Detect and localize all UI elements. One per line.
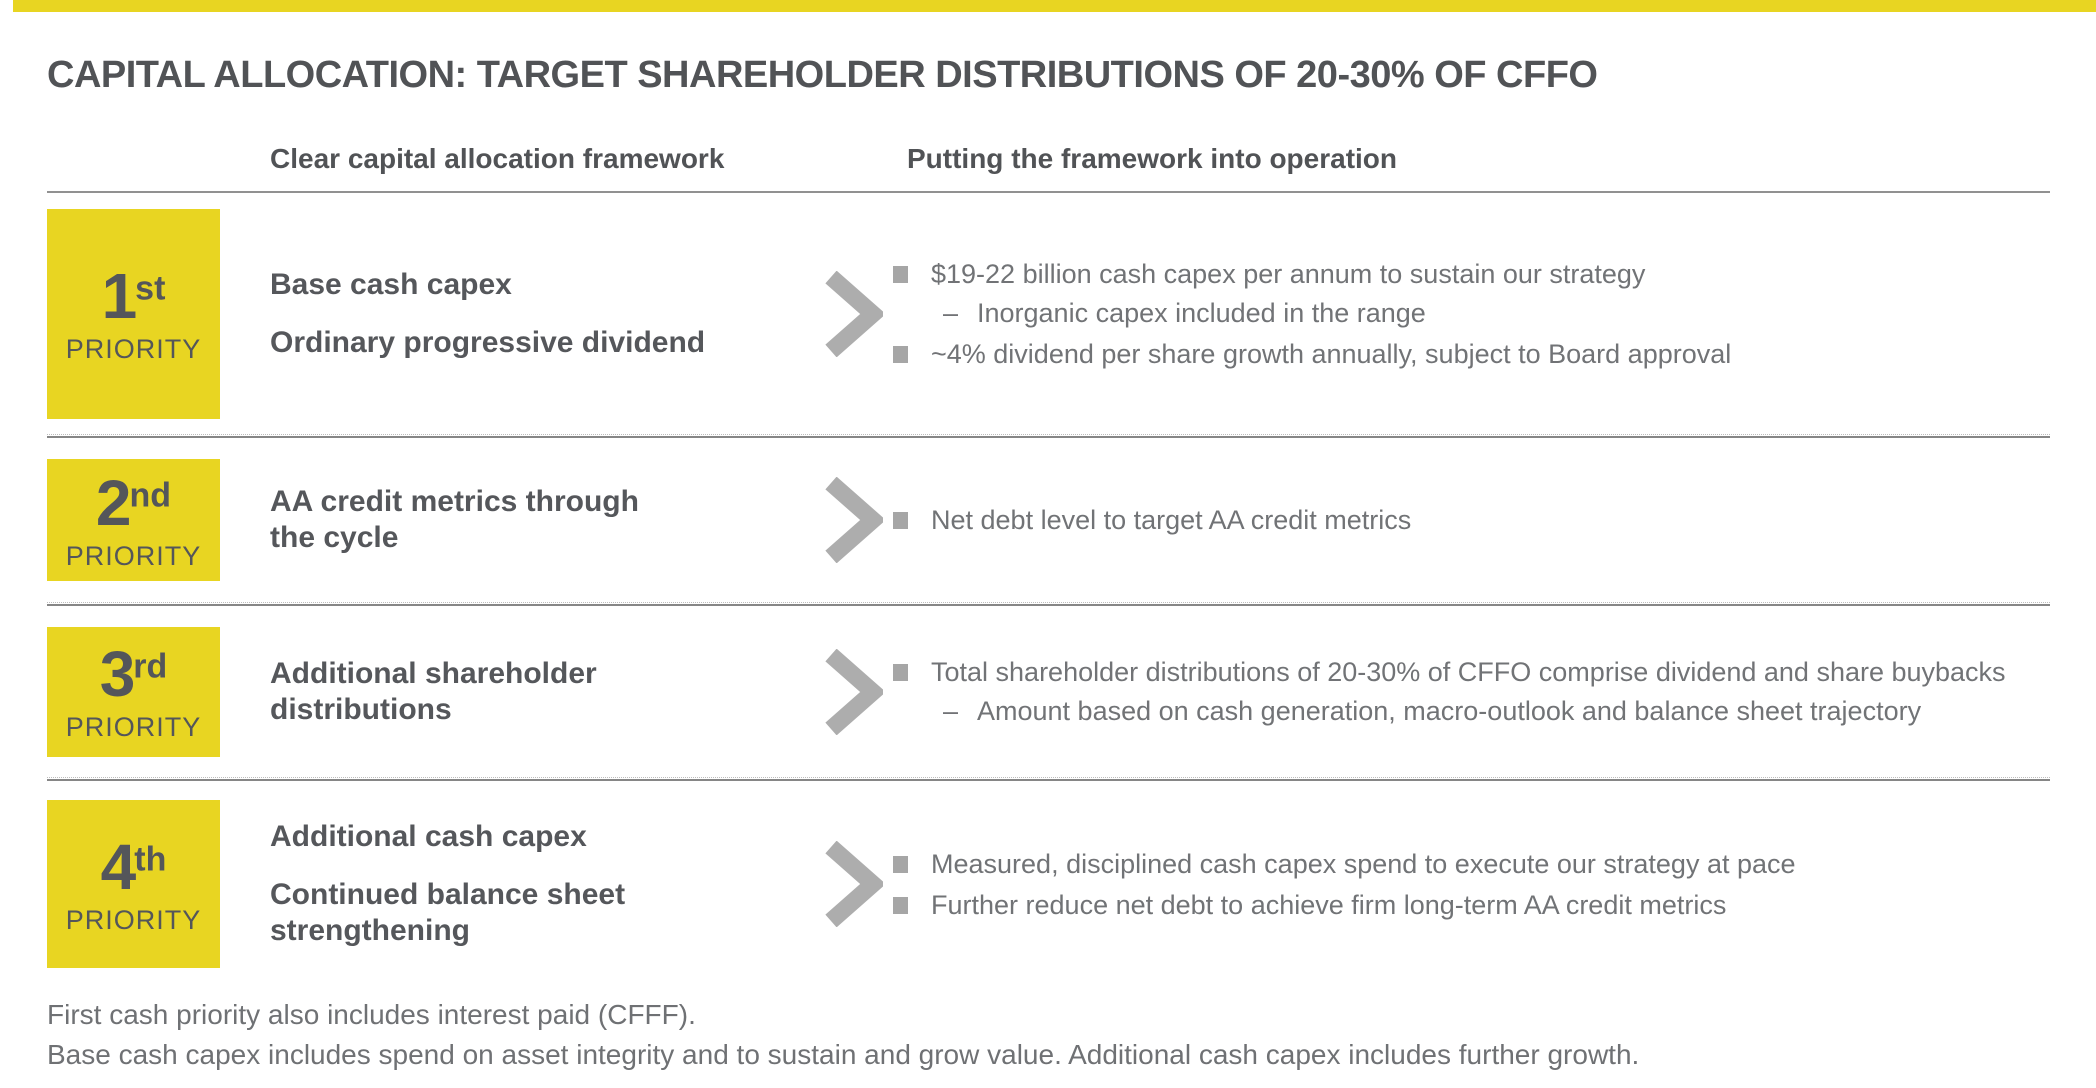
bullet-square-icon [893,896,908,914]
bullet-text: Measured, disciplined cash capex spend t… [931,848,1796,879]
priority-label: PRIORITY [65,540,202,571]
footnotes: First cash priority also includes intere… [47,995,2050,1075]
bullet-square-icon [893,512,908,529]
priority-row-4: 4th PRIORITY Additional cash capex Conti… [47,781,2050,987]
chevron-cell [808,477,893,563]
framework-item: AA credit metrics through the cycle [270,485,639,554]
priority-badge-4: 4th PRIORITY [47,800,220,968]
ordinal-suffix: nd [129,475,172,514]
framework-item: Additional shareholder distributions [270,656,597,726]
column-headers: Clear capital allocation framework Putti… [47,142,2050,191]
framework-cell: AA credit metrics through the cycle [220,484,808,556]
sub-bullet-text: Amount based on cash generation, macro-o… [977,696,1922,726]
footnote-line: First cash priority also includes intere… [47,999,696,1030]
ordinal-suffix: th [134,839,167,878]
bullet-square-icon [893,345,908,363]
priority-badge-2: 2nd PRIORITY [47,459,220,581]
framework-item: Additional cash capex [270,820,587,853]
priority-number: 4th [100,830,167,903]
column-header-framework: Clear capital allocation framework [270,143,725,174]
priority-row-1: 1st PRIORITY Base cash capex Ordinary pr… [47,193,2050,434]
framework-cell: Additional shareholder distributions [220,656,808,728]
bullet-text: $19-22 billion cash capex per annum to s… [931,258,1646,289]
framework-item: Base cash capex [270,267,512,301]
bullet-square-icon [893,265,908,283]
bullet-square-icon [893,664,908,681]
framework-item: Ordinary progressive dividend [270,325,706,359]
operation-bullets: $19-22 billion cash capex per annum to s… [893,250,2050,378]
footnote-line: Base cash capex includes spend on asset … [47,1039,1640,1070]
bullet-item: $19-22 billion cash capex per annum to s… [893,257,2050,330]
chevron-right-icon [825,648,883,735]
bullet-item: Total shareholder distributions of 20-30… [893,655,2050,728]
dash-marker: – [943,696,959,726]
priority-row-2: 2nd PRIORITY AA credit metrics through t… [47,438,2050,602]
row-divider [47,434,2050,438]
bullet-text: ~4% dividend per share growth annually, … [931,338,1732,369]
chevron-cell [808,648,893,735]
bullet-text: Total shareholder distributions of 20-30… [931,657,2006,687]
chevron-cell [808,270,893,357]
row-divider [47,777,2050,781]
bullet-item: ~4% dividend per share growth annually, … [893,337,2050,371]
sub-bullet: – Amount based on cash generation, macro-… [931,694,2050,728]
column-header-operation: Putting the framework into operation [907,143,1398,174]
priority-label: PRIORITY [65,712,202,742]
priority-label: PRIORITY [65,334,202,364]
bullet-item: Net debt level to target AA credit metri… [893,503,2050,537]
sub-bullet: – Inorganic capex included in the range [931,296,2050,330]
chevron-right-icon [825,270,883,357]
priority-number: 2nd [95,466,172,539]
operation-bullets: Net debt level to target AA credit metri… [893,496,2050,544]
operation-bullets: Measured, disciplined cash capex spend t… [893,840,2050,929]
bullet-text: Further reduce net debt to achieve firm … [931,889,1727,920]
ordinal-suffix: rd [133,647,168,686]
framework-cell: Base cash capex Ordinary progressive div… [220,267,808,361]
priority-number: 1st [101,260,166,332]
framework-cell: Additional cash capex Continued balance … [220,819,808,949]
chevron-cell [808,841,893,927]
header-divider [47,191,2050,193]
bullet-item: Measured, disciplined cash capex spend t… [893,847,2050,881]
slide-title: CAPITAL ALLOCATION: TARGET SHAREHOLDER D… [47,54,1598,96]
chevron-right-icon [825,477,883,563]
priority-badge-1: 1st PRIORITY [47,208,220,419]
chevron-right-icon [825,841,883,927]
framework-item: Continued balance sheet strengthening [270,878,626,947]
bullet-item: Further reduce net debt to achieve firm … [893,888,2050,922]
dash-marker: – [943,297,959,328]
sub-bullet-text: Inorganic capex included in the range [977,297,1426,328]
ordinal-suffix: st [135,269,166,308]
accent-top-bar [13,0,2096,12]
priority-row-3: 3rd PRIORITY Additional shareholder dist… [47,606,2050,777]
bullet-text: Net debt level to target AA credit metri… [931,505,1412,535]
row-divider [47,602,2050,606]
priority-number: 3rd [99,638,168,710]
operation-bullets: Total shareholder distributions of 20-30… [893,648,2050,735]
priority-label: PRIORITY [65,904,202,935]
priority-badge-3: 3rd PRIORITY [47,626,220,757]
bullet-square-icon [893,855,908,873]
